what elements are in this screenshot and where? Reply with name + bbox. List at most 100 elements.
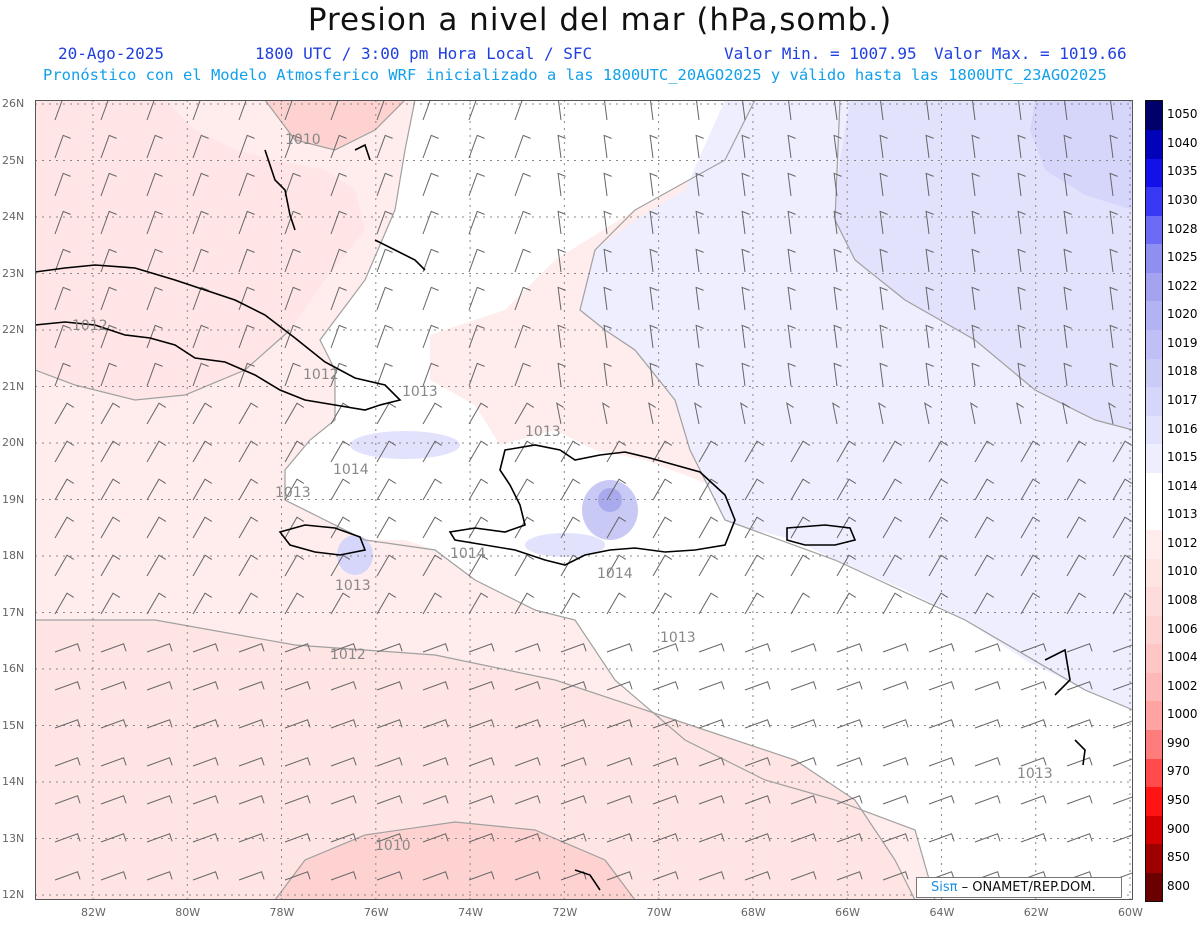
colorbar-label: 1014 (1167, 478, 1198, 493)
wind-barb (557, 248, 566, 273)
wind-barb (238, 592, 259, 615)
wind-barb (468, 402, 489, 425)
wind-barb (695, 210, 704, 235)
wind-barbs (54, 96, 1139, 881)
wind-barb (1066, 643, 1093, 653)
wind-barb (192, 172, 209, 197)
wind-barb (1020, 554, 1041, 577)
latitude-label: 18N (2, 549, 25, 562)
wind-barb (514, 362, 531, 387)
wind-barb (376, 478, 397, 501)
wind-barb (100, 134, 117, 159)
wind-barb (744, 478, 765, 501)
wind-barb (468, 871, 495, 881)
colorbar-swatch (1146, 758, 1162, 788)
latitude-label: 23N (2, 266, 25, 280)
field-1016-jamaica (337, 535, 373, 575)
wind-barb (1017, 362, 1026, 387)
wind-barb (1066, 440, 1087, 463)
wind-barb (54, 478, 75, 501)
wind-barb (238, 757, 265, 767)
wind-barb (879, 210, 888, 235)
wind-barb (1020, 757, 1047, 767)
wind-barb (698, 516, 719, 539)
wind-barb (192, 871, 219, 881)
wind-barb (1112, 592, 1133, 615)
wind-barb (1112, 440, 1133, 463)
wind-barb (833, 134, 842, 159)
wind-barb (606, 833, 633, 843)
wind-barb (698, 554, 719, 577)
wind-barb (882, 795, 909, 805)
colorbar-label: 1006 (1167, 621, 1198, 636)
wind-barb (54, 134, 71, 159)
wind-barb (146, 516, 167, 539)
colorbar-label: 1025 (1167, 250, 1198, 265)
colorbar-label: 1016 (1167, 421, 1198, 436)
wind-barb (833, 362, 842, 387)
wind-barb (882, 554, 903, 577)
wind-barb (652, 478, 673, 501)
wind-barb (560, 440, 581, 463)
wind-barb (1109, 172, 1118, 197)
wind-barb (514, 286, 531, 311)
wind-barb (557, 324, 566, 349)
wind-barb (790, 719, 817, 729)
wind-barb (1020, 833, 1047, 843)
wind-barb (557, 362, 566, 387)
wind-barb (238, 210, 255, 235)
wind-barb (833, 324, 842, 349)
wind-barb (238, 134, 255, 159)
wind-barb (192, 795, 219, 805)
isobar-label: 1013 (525, 424, 561, 440)
wind-barb (560, 719, 587, 729)
wind-barb (603, 172, 612, 197)
wind-barb (744, 757, 771, 767)
wind-barb (1063, 210, 1072, 235)
value-max: Valor Max. = 1019.66 (934, 44, 1127, 63)
wind-barb (787, 210, 796, 235)
wind-barb (928, 833, 955, 843)
wind-barb (882, 478, 903, 501)
wind-barb (974, 719, 1001, 729)
wind-barb (1020, 440, 1041, 463)
wind-barb (790, 643, 817, 653)
wind-barb (330, 248, 347, 273)
wind-barb (238, 478, 259, 501)
wind-barb (238, 362, 255, 387)
wind-barb (284, 402, 305, 425)
wind-barb (1017, 134, 1026, 159)
wind-barb (836, 554, 857, 577)
colorbar-swatch (1146, 358, 1162, 388)
wind-barb (1066, 795, 1093, 805)
wind-barb (879, 172, 888, 197)
colorbar-label: 1020 (1167, 307, 1198, 322)
colorbar-label: 900 (1167, 821, 1190, 836)
wind-barb (744, 681, 771, 691)
wind-barb (557, 134, 566, 159)
wind-barb (54, 719, 81, 729)
wind-barb (422, 324, 439, 349)
wind-barb (606, 871, 633, 881)
colorbar-label: 1008 (1167, 593, 1198, 607)
wind-barb (376, 795, 403, 805)
wind-barb (100, 554, 121, 577)
wind-barb (330, 719, 357, 729)
wind-barb (790, 592, 811, 615)
wind-barb (330, 833, 357, 843)
colorbar-label: 1028 (1167, 221, 1198, 236)
wind-barb (882, 516, 903, 539)
wind-barb (698, 871, 725, 881)
colorbar-label: 1035 (1167, 164, 1198, 179)
isobar-label: 1014 (333, 462, 369, 478)
wind-barb (971, 172, 980, 197)
wind-barb (648, 402, 656, 425)
wind-barb (54, 592, 75, 615)
credit-box: Sisπ – ONAMET/REP.DOM. (916, 877, 1122, 898)
wind-barb (557, 172, 566, 197)
wind-barb (879, 286, 888, 311)
wind-barb (879, 324, 888, 349)
value-min: Valor Min. = 1007.95 (724, 44, 917, 63)
wind-barb (376, 134, 393, 159)
wind-barb (238, 286, 255, 311)
